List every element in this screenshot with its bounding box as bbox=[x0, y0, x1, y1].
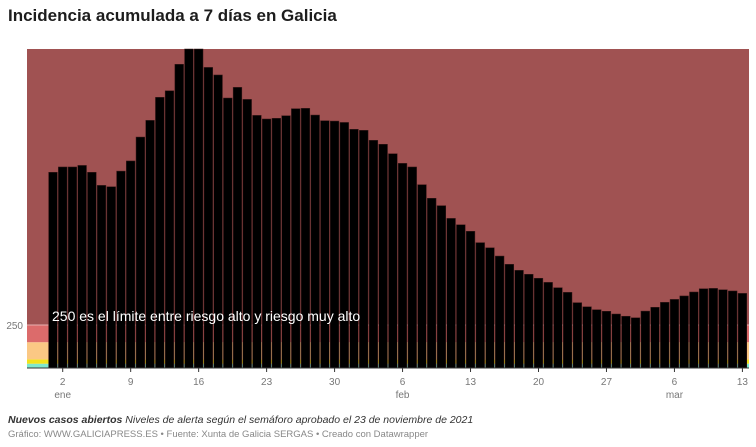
bar bbox=[58, 166, 68, 369]
x-tick-label: 13 bbox=[465, 377, 477, 388]
bar bbox=[96, 185, 107, 369]
bar bbox=[67, 166, 78, 369]
chart-title: Incidencia acumulada a 7 días en Galicia bbox=[8, 6, 337, 25]
bar bbox=[660, 302, 670, 369]
bar bbox=[592, 309, 602, 369]
bar bbox=[524, 274, 534, 369]
bar bbox=[514, 270, 524, 369]
bar bbox=[495, 255, 505, 369]
x-tick-label: 2 bbox=[60, 377, 66, 388]
bar bbox=[698, 288, 709, 369]
alert-band bbox=[27, 359, 749, 364]
bar bbox=[436, 205, 447, 369]
x-tick-label: 20 bbox=[533, 377, 545, 388]
bar bbox=[77, 165, 87, 369]
notes-text: Niveles de alerta según el semáforo apro… bbox=[122, 414, 474, 426]
bar-chart: 250 2 ene 9 16 23 30 6 feb 13 20 27 6 mar 13 250 es el … bbox=[6, 48, 749, 401]
bar bbox=[689, 291, 699, 369]
bar bbox=[126, 160, 136, 369]
bar bbox=[718, 289, 728, 369]
y-tick-label: 250 bbox=[6, 321, 23, 332]
bar bbox=[679, 295, 689, 369]
bar bbox=[465, 231, 476, 369]
x-tick-label: 30 bbox=[329, 377, 341, 388]
alert-band bbox=[27, 325, 749, 343]
x-tick-label: 16 bbox=[193, 377, 205, 388]
bar bbox=[621, 315, 631, 369]
bar bbox=[310, 114, 320, 369]
bar bbox=[106, 186, 116, 369]
bar bbox=[223, 97, 233, 369]
x-tick-label: 6 bbox=[400, 377, 406, 388]
bar bbox=[504, 264, 514, 369]
bar bbox=[417, 184, 427, 369]
bar bbox=[213, 74, 223, 369]
bar bbox=[48, 172, 58, 369]
bar bbox=[291, 108, 301, 369]
bar bbox=[359, 130, 369, 369]
notes-bold: Nuevos casos abiertos bbox=[8, 414, 123, 426]
bar bbox=[407, 166, 417, 369]
bar bbox=[737, 293, 748, 369]
bar bbox=[427, 198, 437, 369]
alert-band bbox=[27, 363, 749, 368]
bar bbox=[630, 317, 641, 369]
bar bbox=[135, 136, 145, 369]
bar bbox=[582, 306, 592, 369]
bar bbox=[388, 153, 398, 369]
bar bbox=[242, 99, 252, 369]
bar bbox=[485, 247, 495, 369]
bar bbox=[611, 313, 621, 369]
bar bbox=[155, 97, 165, 369]
bar bbox=[533, 277, 544, 369]
bar bbox=[339, 122, 349, 369]
bar bbox=[543, 282, 553, 369]
bar bbox=[329, 120, 340, 369]
bar bbox=[397, 163, 408, 369]
bar bbox=[300, 108, 311, 369]
bar bbox=[378, 144, 388, 369]
bar bbox=[271, 118, 281, 369]
x-month-label: feb bbox=[396, 390, 410, 401]
bar bbox=[640, 310, 650, 369]
x-tick-label: 9 bbox=[128, 377, 134, 388]
bar bbox=[475, 242, 485, 369]
alert-band bbox=[27, 342, 749, 360]
chart-byline: Gráfico: WWW.GALICIAPRESS.ES • Fuente: X… bbox=[8, 429, 429, 440]
bar bbox=[164, 90, 175, 369]
chart-notes: Nuevos casos abiertos Niveles de alerta … bbox=[8, 414, 473, 426]
bar bbox=[320, 120, 330, 369]
bar bbox=[601, 311, 612, 369]
bar bbox=[553, 287, 563, 369]
bar bbox=[728, 290, 738, 369]
bar bbox=[87, 172, 97, 369]
x-tick-label: 27 bbox=[601, 377, 613, 388]
bar bbox=[456, 224, 466, 369]
bar bbox=[145, 120, 155, 369]
threshold-annotation: 250 es el límite entre riesgo alto y rie… bbox=[52, 308, 360, 324]
bar bbox=[563, 292, 573, 369]
bar bbox=[262, 118, 272, 369]
alert-band bbox=[27, 49, 749, 326]
bar bbox=[650, 307, 660, 369]
bar bbox=[669, 299, 680, 369]
bar bbox=[281, 115, 291, 369]
bar bbox=[572, 302, 582, 369]
x-month-label: ene bbox=[54, 390, 71, 401]
x-tick-label: 23 bbox=[261, 377, 273, 388]
bar bbox=[232, 87, 243, 369]
bar bbox=[116, 170, 126, 369]
x-tick-label: 13 bbox=[737, 377, 749, 388]
bar bbox=[446, 218, 456, 369]
x-month-label: mar bbox=[666, 390, 684, 401]
bar bbox=[708, 288, 718, 369]
bar bbox=[368, 140, 379, 369]
bar bbox=[349, 129, 359, 369]
x-tick-label: 6 bbox=[672, 377, 678, 388]
bar bbox=[252, 115, 262, 369]
